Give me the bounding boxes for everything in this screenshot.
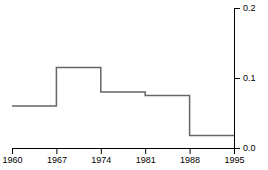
- x-tick: 1960: [2, 148, 22, 165]
- plot: 1960 1967 1974 1981 1988 1995 0.0 0.1 0.2: [2, 3, 255, 165]
- x-tick-mark: [101, 148, 102, 154]
- y-tick: 0.1: [234, 73, 256, 83]
- y-tick-label: 0.2: [243, 3, 256, 13]
- y-tick-label: 0.0: [243, 143, 256, 153]
- x-tick-label: 1974: [91, 155, 111, 165]
- y-tick-mark: [234, 78, 240, 79]
- x-tick: 1988: [180, 148, 200, 165]
- y-tick-label: 0.1: [243, 73, 256, 83]
- x-tick-label: 1995: [224, 155, 244, 165]
- y-tick-mark: [234, 148, 240, 149]
- x-axis-line: [13, 149, 235, 155]
- y-tick: 0.0: [234, 143, 256, 153]
- line: [12, 68, 234, 136]
- x-tick-label: 1988: [180, 155, 200, 165]
- x-tick-mark: [12, 148, 13, 154]
- y-tick: 0.2: [234, 3, 256, 13]
- x-tick-label: 1967: [47, 155, 67, 165]
- y-axis: 0.0 0.1 0.2: [234, 3, 256, 153]
- marks: [12, 68, 234, 136]
- x-tick-mark: [56, 148, 57, 154]
- chart: 1960 1967 1974 1981 1988 1995 0.0 0.1 0.2: [0, 0, 268, 170]
- x-axis: 1960 1967 1974 1981 1988 1995: [2, 148, 244, 165]
- y-axis-line: [235, 9, 241, 149]
- x-tick-mark: [145, 148, 146, 154]
- x-tick: 1967: [47, 148, 67, 165]
- x-tick: 1981: [136, 148, 156, 165]
- x-tick: 1974: [91, 148, 111, 165]
- x-tick-label: 1981: [136, 155, 156, 165]
- x-tick-label: 1960: [2, 155, 22, 165]
- x-tick: 1995: [224, 148, 244, 165]
- x-tick-mark: [190, 148, 191, 154]
- y-tick-mark: [234, 8, 240, 9]
